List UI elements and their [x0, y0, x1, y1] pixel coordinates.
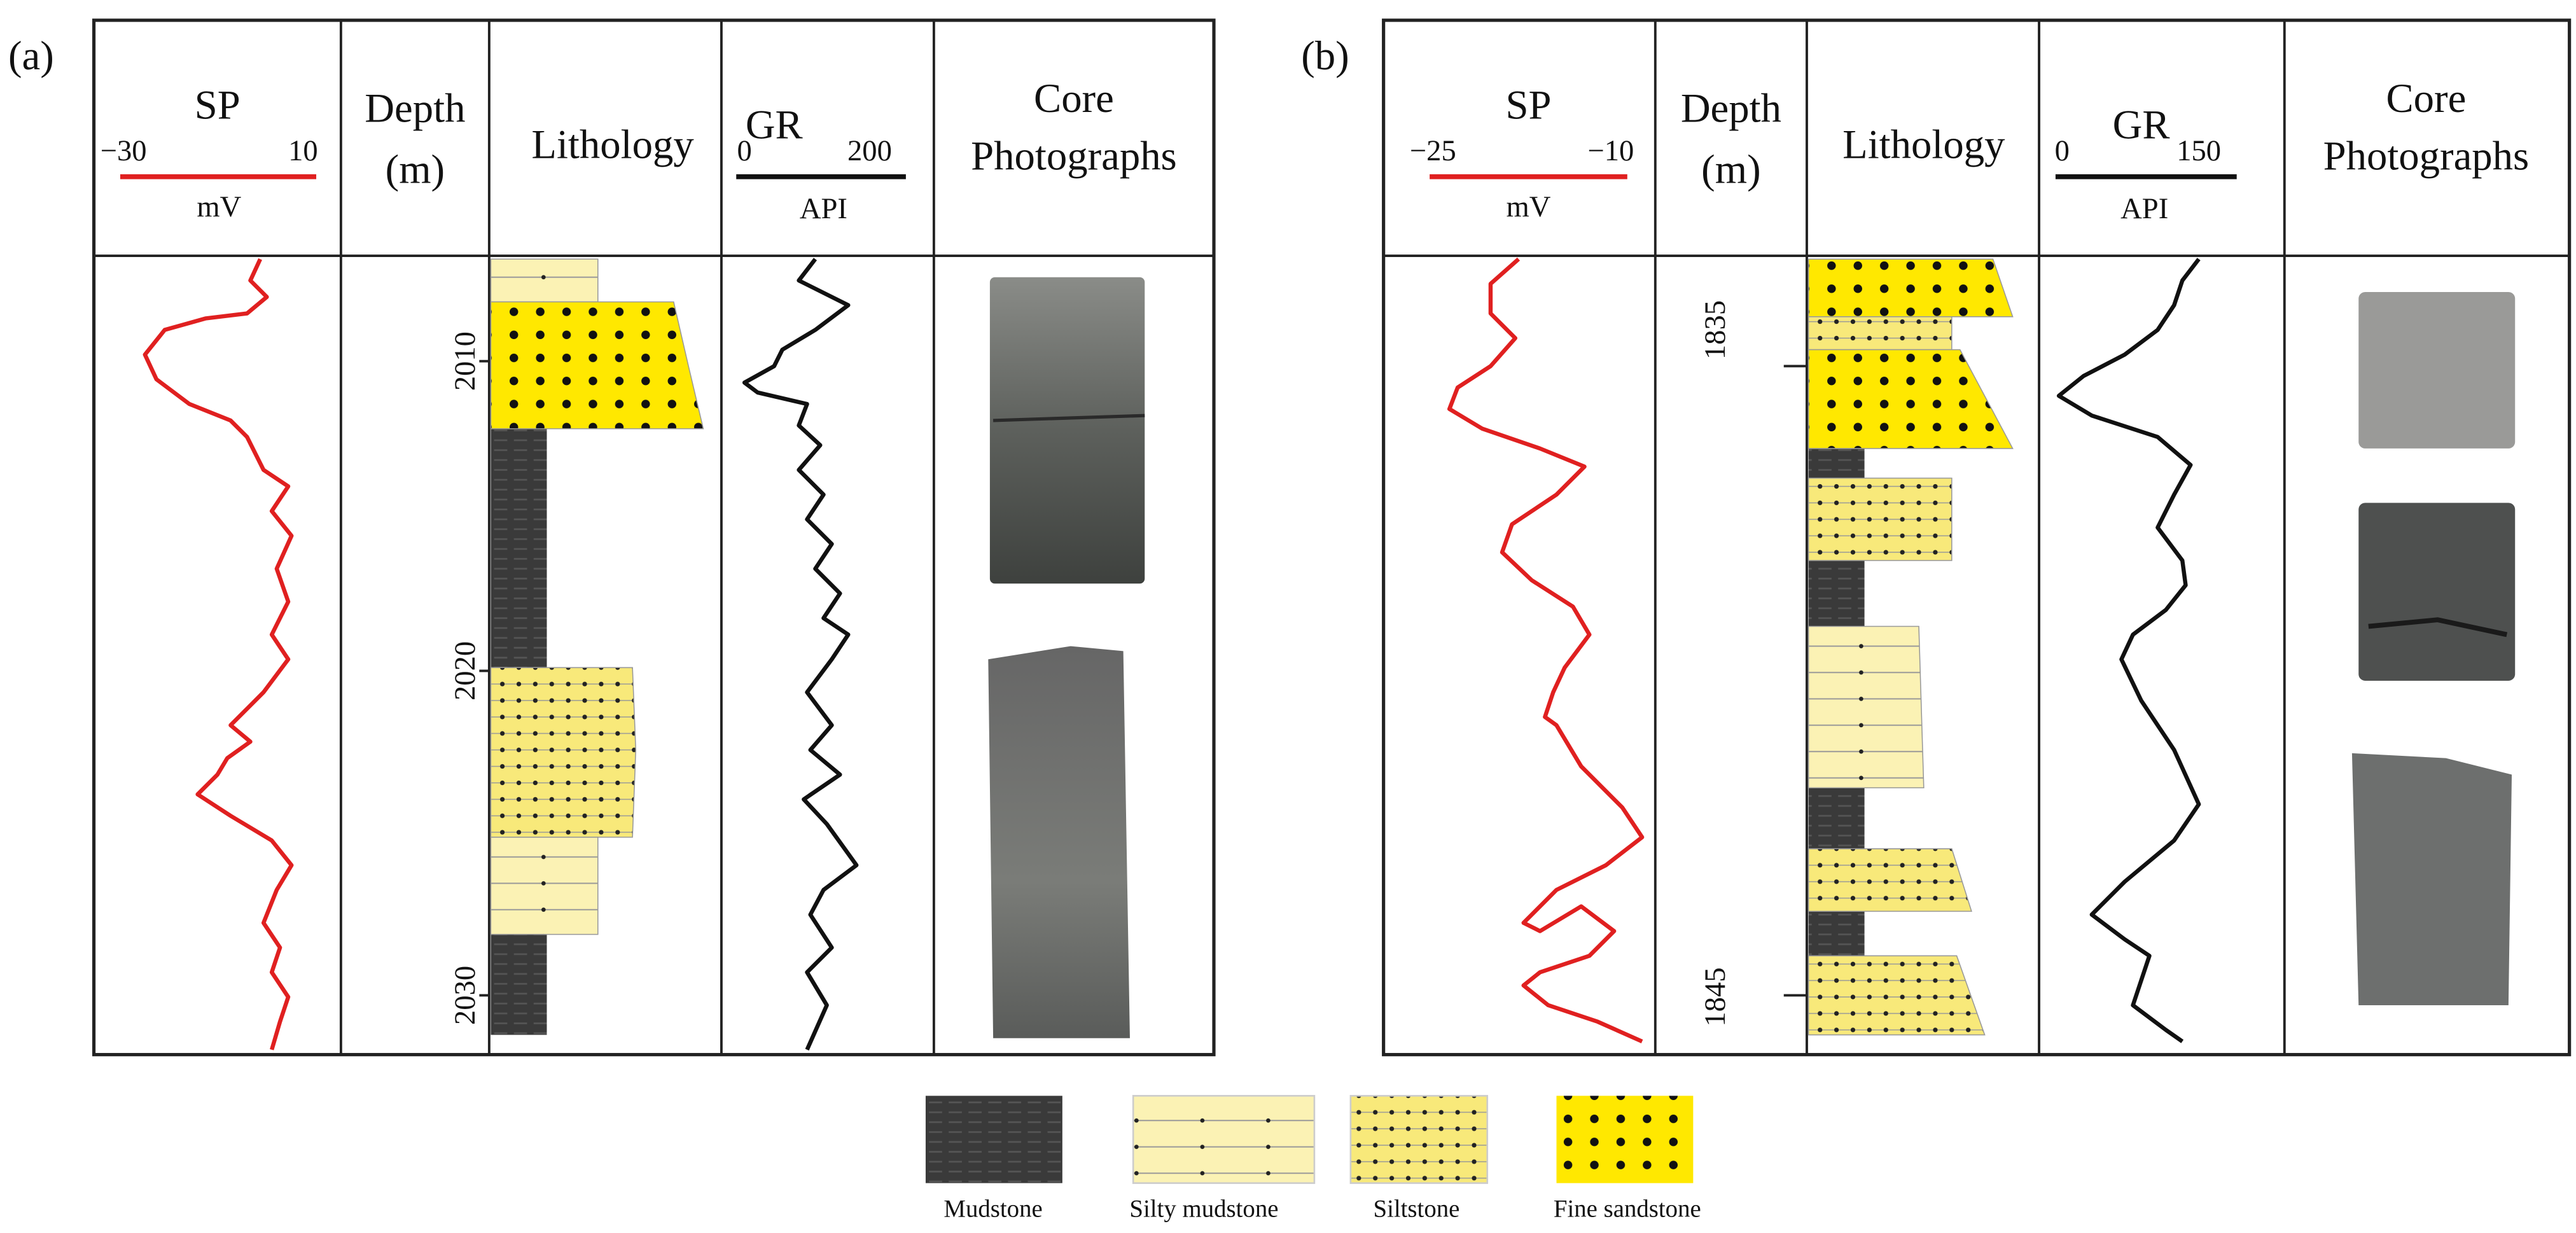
siltstone — [1807, 848, 1972, 912]
core-title: Core — [1034, 75, 1114, 121]
sp-unit: mV — [197, 190, 241, 223]
gr-unit: API — [2120, 192, 2168, 225]
core-photo — [2358, 503, 2516, 681]
legend-swatch — [1132, 1095, 1316, 1184]
core-photo — [988, 646, 1130, 1038]
panel-b: (b) SP −25 −10 mV Depth (m) Lithology GR… — [1301, 18, 2572, 1057]
gr-unit: API — [800, 192, 847, 225]
legend-label: Mudstone — [943, 1195, 1042, 1222]
legend-label: Siltstone — [1373, 1195, 1459, 1222]
sp-title: SP — [195, 81, 240, 127]
core-subtitle: Photographs — [971, 133, 1177, 179]
sp-max: 10 — [288, 134, 318, 167]
silty-mudstone — [1807, 625, 1925, 789]
frame — [92, 18, 1216, 1057]
depth-unit: (m) — [1701, 146, 1760, 192]
fine-sandstone — [1807, 258, 2014, 317]
depth-title: Depth — [1681, 85, 1781, 131]
lithology-title: Lithology — [1842, 122, 2005, 167]
siltstone — [490, 667, 637, 838]
lithology-title: Lithology — [531, 122, 694, 167]
fine-sandstone — [490, 301, 704, 429]
gr-max: 150 — [2176, 134, 2221, 167]
sp-max: −10 — [1587, 134, 1634, 167]
siltstone — [1807, 316, 1953, 351]
depth-tick-label: 1845 — [1699, 967, 1732, 1026]
depth-tick-label: 2030 — [449, 966, 482, 1025]
core-subtitle: Photographs — [2323, 133, 2530, 179]
sp-min: −30 — [101, 134, 147, 167]
gr-title: GR — [746, 102, 804, 148]
core-photo — [989, 277, 1145, 584]
depth-ticks — [479, 359, 489, 997]
gr-curve — [742, 258, 859, 1051]
frame — [1382, 18, 2572, 1057]
core-title: Core — [2386, 75, 2467, 121]
sp-min: −25 — [1410, 134, 1456, 167]
legend-swatch — [1349, 1095, 1489, 1184]
legend-label: Fine sandstone — [1554, 1195, 1701, 1222]
legend-swatch — [925, 1096, 1062, 1183]
depth-tick-label: 2010 — [449, 331, 482, 391]
panel-label: (b) — [1301, 32, 1349, 78]
gr-min: 0 — [2055, 134, 2070, 167]
sp-curve — [143, 258, 294, 1050]
legend-label: Silty mudstone — [1129, 1195, 1278, 1222]
sp-title: SP — [1505, 81, 1551, 127]
core-photo — [2358, 291, 2516, 449]
depth-title: Depth — [365, 85, 465, 131]
gr-title: GR — [2113, 102, 2171, 148]
core-crack — [993, 414, 1145, 422]
gr-max: 200 — [847, 134, 892, 167]
sp-unit: mV — [1507, 190, 1551, 223]
sp-curve — [1447, 257, 1645, 1043]
silty-mudstone — [490, 837, 599, 935]
core-crack — [2368, 617, 2508, 637]
gr-min: 0 — [737, 134, 752, 167]
siltstone — [1807, 477, 1953, 561]
fine-sandstone — [1807, 349, 2014, 449]
gr-curve — [2056, 258, 2201, 1043]
legend: Mudstone Silty mudstone Siltstone Fine s… — [925, 1095, 1701, 1222]
panel-a: (a) SP −30 10 mV Depth (m) Lithology GR … — [8, 18, 1216, 1057]
siltstone — [1807, 955, 1986, 1036]
depth-ticks — [1783, 365, 1807, 997]
depth-tick-label: 1835 — [1699, 300, 1732, 359]
silty-mudstone — [490, 258, 599, 303]
legend-swatch — [1556, 1096, 1694, 1183]
panel-label: (a) — [8, 32, 54, 78]
depth-tick-label: 2020 — [449, 641, 482, 700]
core-photo — [2351, 753, 2512, 1005]
depth-unit: (m) — [386, 146, 445, 192]
